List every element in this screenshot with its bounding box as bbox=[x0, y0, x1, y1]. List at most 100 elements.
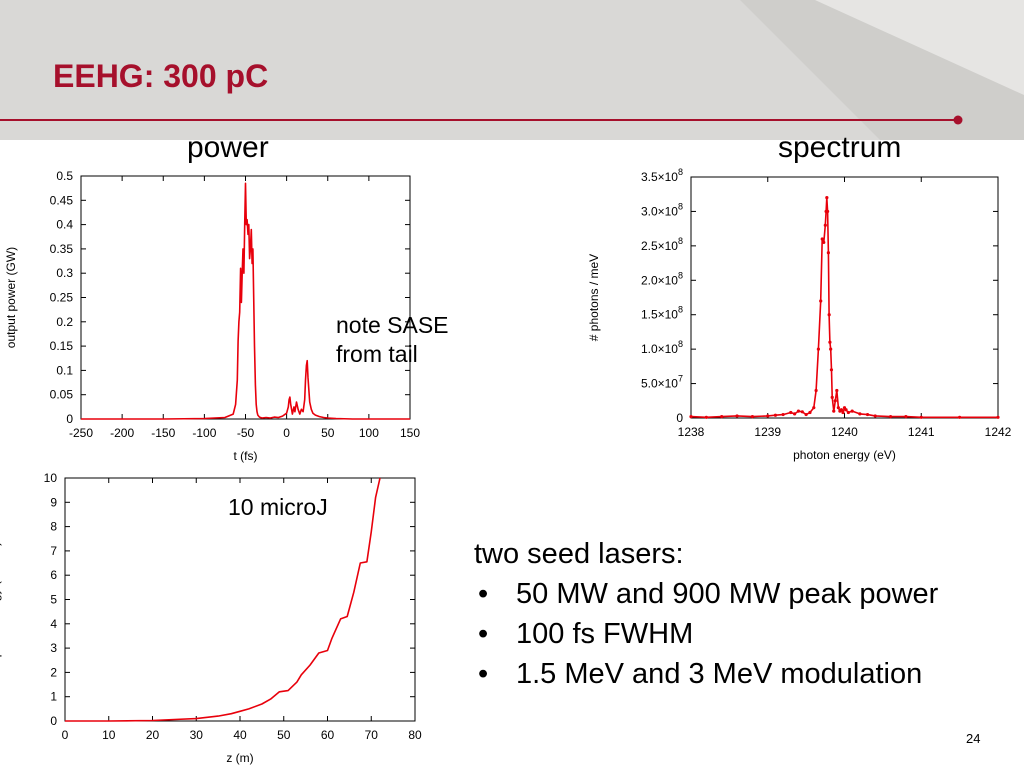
spectrum-data-point bbox=[793, 412, 797, 416]
pulse-energy-y-tick-label: 9 bbox=[50, 495, 57, 509]
power-y-tick-label: 0.2 bbox=[56, 315, 73, 329]
pulse-energy-x-tick-label: 60 bbox=[321, 728, 335, 742]
spectrum-data-point bbox=[822, 240, 826, 245]
power-x-tick-label: -250 bbox=[69, 426, 93, 440]
sase-note-line1: note SASE bbox=[336, 312, 449, 338]
power-y-tick-label: 0.5 bbox=[56, 169, 73, 183]
spectrum-data-point bbox=[789, 410, 793, 415]
power-x-axis-label: t (fs) bbox=[234, 449, 258, 463]
power-y-tick-label: 0.25 bbox=[50, 291, 74, 305]
bullet-text: 100 fs FWHM bbox=[516, 618, 694, 650]
spectrum-data-point bbox=[820, 237, 824, 241]
spectrum-data-point bbox=[873, 414, 877, 418]
pulse-energy-x-tick-label: 40 bbox=[233, 728, 247, 742]
sase-note-line2: from tail bbox=[336, 341, 418, 367]
spectrum-data-point bbox=[826, 209, 830, 214]
bullet-intro: two seed lasers: bbox=[474, 538, 684, 570]
pulse-energy-y-tick-label: 4 bbox=[50, 617, 57, 631]
power-x-tick-label: 0 bbox=[283, 426, 290, 440]
spectrum-plot-label: spectrum bbox=[778, 131, 902, 164]
spectrum-data-point bbox=[827, 313, 831, 317]
bullet-marker: • bbox=[478, 578, 489, 610]
bullet-list: two seed lasers: • 50 MW and 900 MW peak… bbox=[474, 534, 1019, 694]
power-x-tick-label: 150 bbox=[400, 426, 420, 440]
spectrum-data-point bbox=[825, 196, 829, 200]
spectrum-data-point bbox=[996, 415, 1000, 419]
spectrum-data-point bbox=[800, 410, 804, 414]
title-rule bbox=[0, 115, 963, 125]
spectrum-data-point bbox=[844, 408, 848, 412]
spectrum-data-point bbox=[858, 412, 862, 416]
pulse-energy-y-tick-label: 3 bbox=[50, 641, 57, 655]
bullet-item: • 1.5 MeV and 3 MeV modulation bbox=[474, 654, 1019, 694]
pulse-energy-x-axis-label: z (m) bbox=[226, 751, 253, 765]
pulse-energy-y-tick-label: 8 bbox=[50, 520, 57, 534]
spectrum-data-point bbox=[750, 415, 755, 419]
power-x-tick-label: -50 bbox=[237, 426, 255, 440]
spectrum-data-point bbox=[832, 409, 836, 413]
sase-note: note SASE from tail bbox=[336, 311, 449, 369]
spectrum-data-point bbox=[796, 409, 801, 413]
power-plot-label: power bbox=[187, 131, 269, 164]
spectrum-x-tick-label: 1238 bbox=[678, 425, 705, 439]
spectrum-data-point bbox=[865, 412, 870, 417]
spectrum-y-axis-label: # photons / meV bbox=[587, 254, 601, 341]
energy-note: 10 microJ bbox=[228, 494, 328, 520]
bullet-text: 50 MW and 900 MW peak power bbox=[516, 578, 939, 610]
spectrum-data-point bbox=[816, 347, 821, 351]
power-y-axis-label: output power (GW) bbox=[4, 247, 18, 348]
header-band bbox=[0, 0, 1024, 140]
spectrum-data-point bbox=[958, 415, 962, 419]
bullet-marker: • bbox=[478, 658, 489, 690]
spectrum-y-tick-label: 2.0×108 bbox=[641, 270, 683, 287]
spectrum-y-tick-label: 1.5×108 bbox=[641, 305, 683, 322]
pulse-energy-x-tick-label: 0 bbox=[62, 728, 69, 742]
power-y-tick-label: 0.1 bbox=[56, 363, 73, 377]
spectrum-x-tick-label: 1241 bbox=[908, 425, 935, 439]
spectrum-data-point bbox=[833, 399, 837, 403]
spectrum-data-point bbox=[819, 299, 823, 303]
pulse-energy-y-tick-label: 7 bbox=[50, 544, 57, 558]
spectrum-data-point bbox=[919, 415, 923, 419]
spectrum-data-point bbox=[846, 410, 850, 415]
spectrum-x-tick-label: 1240 bbox=[831, 425, 858, 439]
pulse-energy-y-tick-label: 0 bbox=[50, 714, 57, 728]
spectrum-chart: 1238 1239 1240 1241 1242 0 5.0×107 1.0×108 1.5×1… bbox=[587, 167, 1012, 462]
spectrum-data-point bbox=[836, 406, 840, 410]
spectrum-data-point bbox=[829, 368, 834, 372]
pulse-energy-chart: 0 10 20 30 40 50 60 70 80 0 1 2 3 4 5 6 7 8 9 10 z (m) pulse … bbox=[0, 471, 422, 765]
power-x-tick-label: -150 bbox=[151, 426, 175, 440]
spectrum-x-tick-label: 1242 bbox=[985, 425, 1012, 439]
power-x-tick-label: -200 bbox=[110, 426, 134, 440]
power-x-tick-label: 100 bbox=[359, 426, 379, 440]
spectrum-y-tick-label: 1.0×108 bbox=[641, 339, 683, 356]
pulse-energy-x-tick-label: 80 bbox=[408, 728, 422, 742]
spectrum-data-point bbox=[808, 410, 812, 415]
spectrum-series-line bbox=[690, 196, 998, 419]
spectrum-data-point bbox=[841, 410, 845, 415]
spectrum-data-point bbox=[823, 223, 827, 227]
slide-title: EEHG: 300 pC bbox=[53, 58, 269, 94]
spectrum-data-point bbox=[814, 388, 818, 393]
spectrum-data-point bbox=[904, 415, 908, 419]
power-y-tick-label: 0.05 bbox=[50, 388, 74, 402]
power-y-tick-label: 0 bbox=[66, 412, 73, 426]
spectrum-data-point bbox=[812, 406, 816, 410]
pulse-energy-y-axis-label: pulse energy (microJ) bbox=[0, 542, 2, 657]
power-y-tick-label: 0.4 bbox=[56, 218, 73, 232]
power-y-tick-label: 0.3 bbox=[56, 266, 73, 280]
power-x-tick-label: -100 bbox=[192, 426, 216, 440]
spectrum-data-point bbox=[888, 415, 893, 419]
spectrum-data-point bbox=[829, 347, 833, 351]
power-y-tick-label: 0.15 bbox=[50, 339, 74, 353]
pulse-energy-y-tick-label: 10 bbox=[44, 471, 58, 485]
spectrum-y-tick-label: 0 bbox=[676, 411, 683, 425]
title-rule-dot bbox=[953, 115, 963, 125]
pulse-energy-y-tick-label: 6 bbox=[50, 568, 57, 582]
pulse-energy-x-tick-label: 20 bbox=[146, 728, 160, 742]
pulse-energy-x-tick-label: 70 bbox=[365, 728, 379, 742]
pulse-energy-y-tick-label: 1 bbox=[50, 690, 57, 704]
spectrum-data-point bbox=[839, 408, 844, 412]
spectrum-y-tick-label: 3.0×108 bbox=[641, 201, 683, 218]
spectrum-plot-frame bbox=[690, 176, 999, 419]
